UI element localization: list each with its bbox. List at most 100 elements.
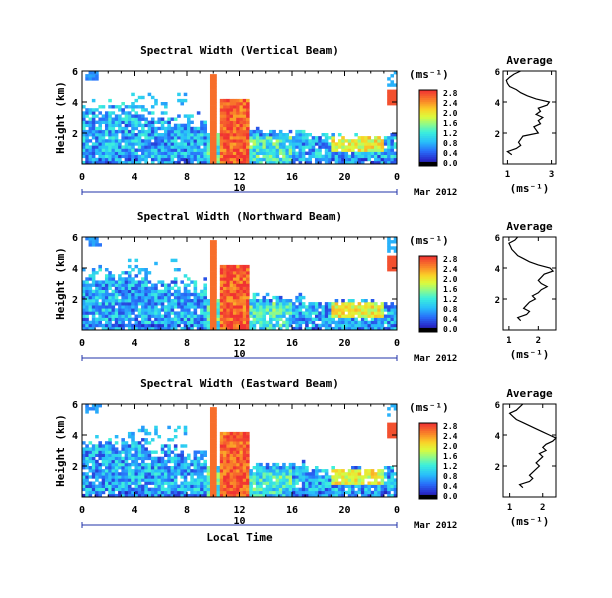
heatmap-cell <box>393 136 398 140</box>
heatmap-cell <box>275 160 280 165</box>
heatmap-cell <box>298 469 303 473</box>
heatmap-cell <box>314 305 319 309</box>
heatmap-cell <box>144 447 148 451</box>
heatmap-cell <box>275 136 280 140</box>
heatmap-cell <box>85 320 89 325</box>
heatmap-cell <box>236 151 240 155</box>
heatmap-cell <box>98 466 102 470</box>
heatmap-cell <box>216 490 221 495</box>
heatmap-cell <box>298 475 303 479</box>
heatmap-cell <box>173 475 178 479</box>
heatmap-cell <box>111 459 116 464</box>
heatmap-cell <box>150 323 155 328</box>
heatmap-cell <box>121 308 125 312</box>
heatmap-cell <box>232 431 237 436</box>
heatmap-cell <box>357 314 362 318</box>
heatmap-cell <box>242 490 247 495</box>
heatmap-cell <box>387 92 391 97</box>
heatmap-cell <box>324 314 329 318</box>
heatmap-cell <box>223 145 227 149</box>
heatmap-cell <box>114 453 119 457</box>
heatmap-cell <box>209 92 214 97</box>
colorbar-tick-label: 2.0 <box>443 109 458 118</box>
heatmap-cell <box>206 317 211 321</box>
heatmap-cell <box>91 126 96 131</box>
heatmap-cell <box>265 154 270 159</box>
heatmap-cell <box>104 299 109 303</box>
heatmap-cell <box>101 481 106 485</box>
heatmap-cell <box>209 142 214 146</box>
heatmap-cell <box>285 160 290 165</box>
heatmap-cell <box>360 484 365 488</box>
heatmap-cell <box>255 136 260 140</box>
heatmap-cell <box>272 475 276 479</box>
heatmap-cell <box>334 478 339 482</box>
heatmap-cell <box>101 157 106 162</box>
heatmap-cell <box>275 145 280 149</box>
heatmap-cell <box>114 148 119 152</box>
heatmap-cell <box>137 311 142 315</box>
heatmap-cell <box>262 493 267 498</box>
heatmap-cell <box>160 102 165 106</box>
heatmap-cell <box>147 311 152 315</box>
heatmap-cell <box>282 308 286 312</box>
heatmap-cell <box>341 314 345 318</box>
heatmap-cell <box>196 292 201 297</box>
heatmap-cell <box>173 493 178 498</box>
average-title: Average <box>506 387 553 400</box>
heatmap-cell <box>288 484 293 488</box>
heatmap-cell <box>246 292 250 297</box>
colorbar-segment <box>419 156 437 159</box>
heatmap-cell <box>298 148 303 152</box>
heatmap-cell <box>157 311 162 315</box>
heatmap-cell <box>357 481 362 485</box>
heatmap-cell <box>393 98 398 103</box>
heatmap-cell <box>360 157 365 162</box>
heatmap-cell <box>134 136 139 140</box>
heatmap-cell <box>344 472 349 476</box>
heatmap-cell <box>98 283 102 287</box>
heatmap-cell <box>91 268 96 272</box>
heatmap-cell <box>82 299 86 303</box>
heatmap-cell <box>259 323 263 328</box>
heatmap-cell <box>242 320 247 325</box>
heatmap-cell <box>219 111 224 115</box>
heatmap-cell <box>219 475 224 479</box>
heatmap-cell <box>246 160 250 165</box>
heatmap-cell <box>232 136 237 140</box>
heatmap-cell <box>167 292 171 297</box>
heatmap-cell <box>180 136 185 140</box>
heatmap-cell <box>374 160 378 165</box>
heatmap-cell <box>275 295 280 300</box>
heatmap-cell <box>127 105 132 109</box>
heatmap-cell <box>213 268 217 272</box>
heatmap-cell <box>265 299 270 303</box>
heatmap-cell <box>275 462 280 467</box>
heatmap-cell <box>91 277 96 281</box>
heatmap-cell <box>239 157 244 162</box>
x-tick-label: 0 <box>79 172 85 183</box>
heatmap-cell <box>239 317 244 321</box>
heatmap-cell <box>121 447 125 451</box>
heatmap-cell <box>187 142 191 146</box>
heatmap-cell <box>88 120 93 124</box>
heatmap-cell <box>246 283 250 287</box>
heatmap-cell <box>131 295 135 300</box>
heatmap-cell <box>147 462 152 467</box>
heatmap-cell <box>377 311 381 315</box>
heatmap-cell <box>223 111 227 115</box>
heatmap-cell <box>223 317 227 321</box>
heatmap-cell <box>229 123 234 128</box>
heatmap-cell <box>193 142 198 146</box>
heatmap-cell <box>101 139 106 143</box>
heatmap-cell <box>223 469 227 473</box>
heatmap-cell <box>331 326 335 331</box>
heatmap-cell <box>82 280 86 284</box>
heatmap-cell <box>82 283 86 287</box>
heatmap-cell <box>370 160 375 165</box>
average-x-label: (ms⁻¹) <box>510 182 550 195</box>
heatmap-cell <box>157 157 162 162</box>
heatmap-cell <box>200 314 204 318</box>
heatmap-cell <box>308 302 312 306</box>
colorbar-segment <box>419 129 437 133</box>
